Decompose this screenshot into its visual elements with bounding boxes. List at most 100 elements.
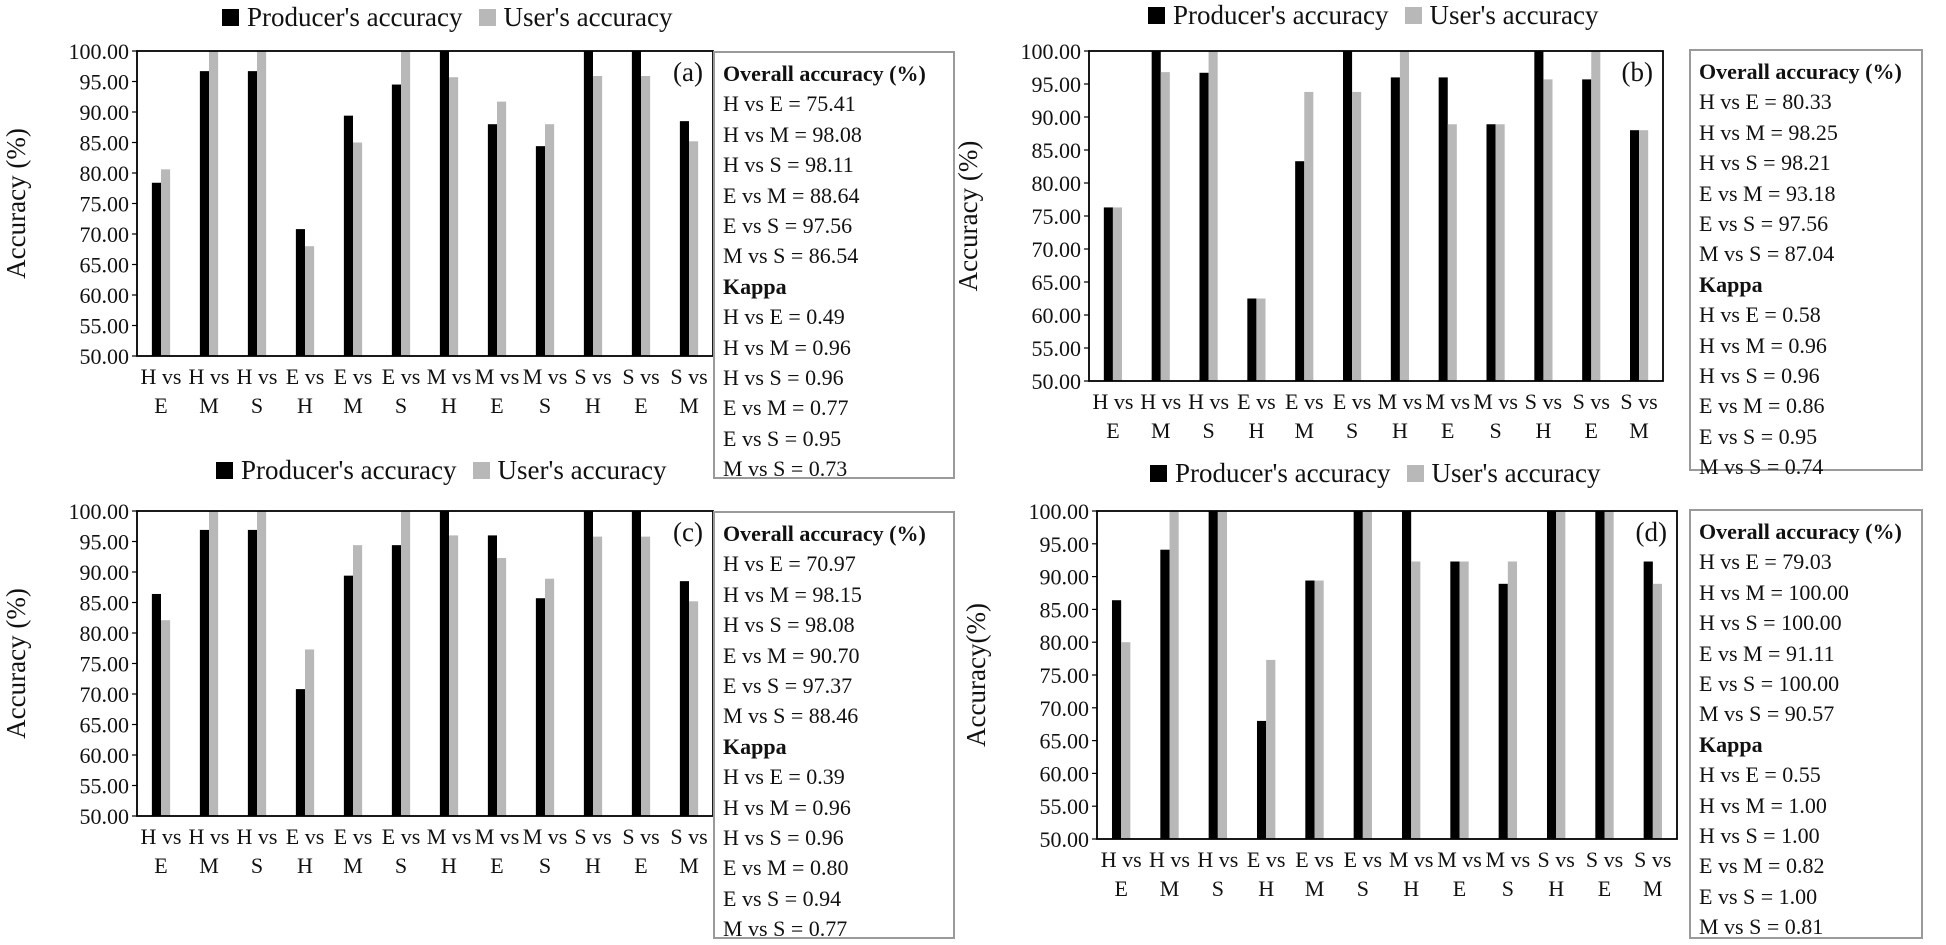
x-tick-label: E vs S [382,824,421,878]
x-tick-label-line: M vs [427,364,472,389]
bar-producer [1643,561,1653,839]
panel-label: (d) [1636,517,1667,547]
bar-user [1652,583,1663,839]
bar-producer [247,71,257,356]
bar-user [1507,561,1518,839]
x-tick-label-line: S [395,393,407,418]
x-tick-label-line: S [1489,418,1501,443]
bar-user [353,545,363,816]
y-tick-label: 60.00 [1040,761,1090,786]
x-tick-label: H vs S [237,824,278,878]
bar-user [449,535,459,816]
x-tick-label: M vs S [523,824,568,878]
x-tick-label-line: E [1114,876,1127,901]
bar-producer [1546,511,1557,839]
bar-producer [1151,51,1161,381]
y-tick-label: 60.00 [1032,303,1082,328]
x-tick-label-line: H vs [1188,389,1229,414]
x-tick-label: H vs E [1101,847,1142,901]
kappa-row: H vs S = 0.96 [723,365,844,391]
x-tick-label-line: H [1535,418,1551,443]
bar-user [1352,91,1362,382]
x-tick-label-line: H [441,393,457,418]
bar-producer [1595,511,1605,839]
y-tick-label: 70.00 [80,222,130,247]
overall-row: E vs M = 91.11 [1699,640,1835,666]
kappa-row: E vs S = 1.00 [1699,883,1818,909]
y-tick-label: 50.00 [80,804,130,829]
legend-item-producer: Producer's accuracy [216,455,457,486]
legend-item-user: User's accuracy [478,2,673,33]
bar-user [401,51,411,356]
legend-item-user: User's accuracy [472,455,667,486]
x-tick-label-line: S vs [1538,847,1575,872]
legend-label-user: User's accuracy [1429,0,1599,30]
kappa-row: H vs E = 0.49 [723,304,845,330]
plot-frame [136,510,714,817]
x-tick-label-line: S [539,853,551,878]
bar-user [641,536,651,816]
legend: Producer's accuracy User's accuracy [216,455,683,486]
bar-producer [487,124,497,356]
bar-user [1217,511,1228,839]
x-tick-label-line: M vs [1437,847,1482,872]
y-tick-label: 90.00 [80,560,130,585]
kappa-row: E vs S = 0.95 [723,425,842,451]
bar-producer [151,593,161,816]
x-tick-label-line: M [199,393,219,418]
overall-accuracy-title: Overall accuracy (%) [1699,519,1902,544]
x-tick-label-line: E [1106,418,1119,443]
x-tick-label-line: M [1151,418,1171,443]
y-tick-label: 75.00 [1032,204,1082,229]
x-tick-label-line: E [154,853,167,878]
kappa-row: H vs M = 0.96 [723,794,851,820]
bar-producer [1103,207,1113,381]
kappa-title: Kappa [1699,271,1763,297]
x-tick-label: S vs E [1573,389,1610,443]
x-tick-label-line: S vs [1573,389,1610,414]
x-tick-label: E vs S [1333,389,1372,443]
x-tick-label: H vs M [1149,847,1190,901]
x-tick-label-line: M [1643,876,1663,901]
bar-producer [583,51,593,356]
y-tick-label: 75.00 [1040,663,1090,688]
bar-producer [631,51,641,356]
x-tick-label-line: S vs [574,824,611,849]
y-tick-label: 100.00 [1021,39,1082,64]
legend-item-producer: Producer's accuracy [222,2,463,33]
chart-panel-c: Producer's accuracy User's accuracy 50.0… [0,455,973,941]
x-tick-label-line: M [1305,876,1325,901]
x-tick-label-line: M vs [523,824,568,849]
bar-user [209,511,219,816]
kappa-row: E vs S = 0.95 [1699,423,1818,449]
x-tick-label-line: H [1548,876,1564,901]
bar-producer [631,511,641,816]
x-tick-label-line: M [1160,876,1180,901]
bar-chart: 50.00 55.00 60.00 65.00 70.00 75.00 80.00 85.00… [953,39,1664,443]
overall-accuracy-title: Overall accuracy (%) [723,521,926,546]
kappa-row: E vs M = 0.82 [1699,853,1825,879]
kappa-title: Kappa [723,733,787,759]
bar-user [1314,580,1324,839]
bar-producer [439,51,449,356]
kappa-row: H vs S = 0.96 [723,825,844,851]
x-tick-label-line: H vs [189,824,230,849]
plot-frame [1096,510,1678,840]
kappa-title: Kappa [1699,731,1763,757]
overall-row: H vs E = 79.03 [1699,549,1832,575]
bar-user [257,511,267,816]
x-tick-label-line: S [395,853,407,878]
overall-row: E vs S = 97.56 [1699,211,1829,237]
bar-user [1208,51,1218,381]
x-tick-label: S vs H [574,364,611,418]
x-tick-label-line: H vs [1149,847,1190,872]
x-tick-label-line: M [199,853,219,878]
overall-row: E vs S = 97.56 [723,213,853,239]
bar-chart: 50.00 55.00 60.00 65.00 70.00 75.00 80.00 85.00… [961,499,1678,901]
y-tick-label: 80.00 [80,161,130,186]
kappa-row: H vs M = 0.96 [723,334,851,360]
bar-user [1362,511,1373,839]
y-tick-label: 100.00 [1029,499,1090,524]
bar-user [1169,511,1179,839]
x-tick-label-line: S [251,853,263,878]
